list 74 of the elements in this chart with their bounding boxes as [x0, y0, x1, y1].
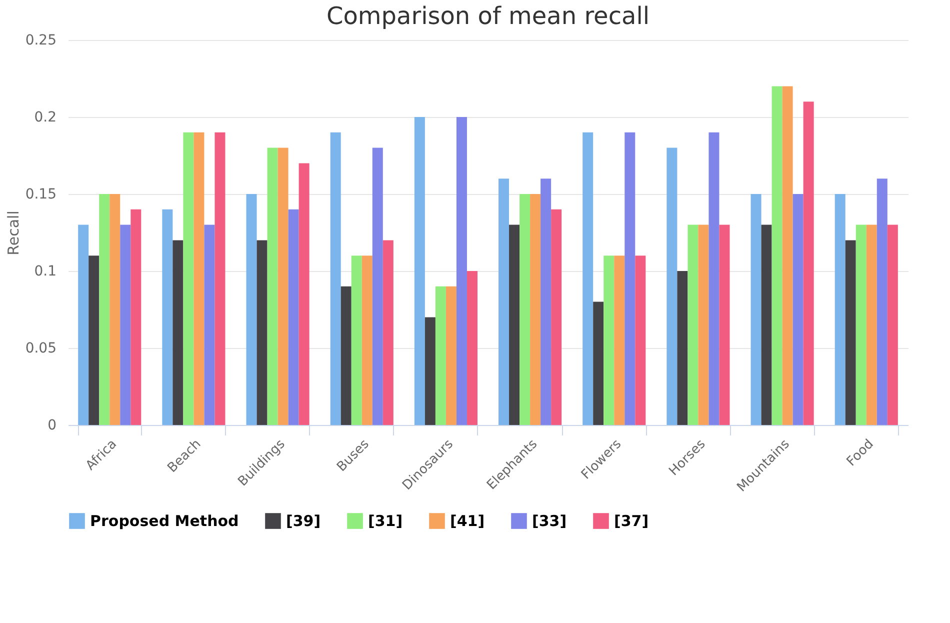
- bar: [582, 132, 594, 425]
- y-tick-label: 0: [48, 418, 56, 434]
- bar: [498, 178, 510, 425]
- bar: [624, 132, 636, 425]
- bar: [803, 102, 814, 425]
- bar: [372, 148, 383, 425]
- bar: [750, 194, 762, 425]
- bar: [446, 286, 456, 425]
- bar: [677, 271, 688, 425]
- bar: [246, 194, 257, 425]
- bar: [183, 132, 194, 425]
- bar: [99, 194, 110, 425]
- legend-label: [41]: [450, 512, 485, 530]
- bar: [761, 224, 772, 425]
- bar: [330, 132, 341, 425]
- bar: [845, 240, 856, 425]
- bar: [666, 148, 678, 425]
- bar: [834, 194, 846, 425]
- bar: [698, 224, 709, 425]
- bar: [278, 148, 288, 425]
- bar: [551, 209, 562, 425]
- bar: [614, 256, 625, 425]
- bar: [520, 194, 530, 425]
- bar: [593, 302, 604, 425]
- bar: [782, 86, 793, 425]
- bar: [298, 163, 310, 425]
- bar: [172, 240, 184, 425]
- bar: [162, 209, 173, 425]
- bar: [719, 224, 730, 425]
- y-tick-label: 0.1: [34, 264, 56, 280]
- legend-label: Proposed Method: [90, 512, 239, 530]
- bar: [887, 224, 898, 425]
- bar: [214, 132, 226, 425]
- bar: [204, 224, 215, 425]
- legend-label: [37]: [614, 512, 649, 530]
- bar: [604, 256, 614, 425]
- bar: [792, 194, 804, 425]
- y-tick-label: 0.05: [25, 340, 56, 356]
- legend-label: [31]: [368, 512, 403, 530]
- bar: [351, 256, 362, 425]
- bar: [288, 209, 299, 425]
- bar: [424, 317, 436, 425]
- bar: [78, 224, 89, 425]
- bar: [866, 224, 877, 425]
- y-tick-label: 0.25: [25, 32, 56, 48]
- bar: [340, 286, 352, 425]
- bar: [466, 271, 478, 425]
- bar: [540, 178, 552, 425]
- bar: [382, 240, 394, 425]
- bar: [856, 224, 866, 425]
- bar: [688, 224, 698, 425]
- bar: [256, 240, 268, 425]
- bar: [120, 224, 131, 425]
- bar: [708, 132, 720, 425]
- bar: [772, 86, 782, 425]
- bar: [530, 194, 541, 425]
- y-tick-label: 0.2: [34, 110, 56, 126]
- y-axis-title: Recall: [4, 210, 22, 256]
- bar: [435, 286, 446, 425]
- bar: [110, 194, 120, 425]
- bar: [635, 256, 646, 425]
- legend-label: [33]: [532, 512, 567, 530]
- bar: [130, 209, 142, 425]
- legend-label: [39]: [286, 512, 321, 530]
- bar: [362, 256, 372, 425]
- y-tick-label: 0.15: [25, 186, 56, 202]
- bar: [876, 178, 888, 425]
- bar: [509, 224, 520, 425]
- bar: [194, 132, 204, 425]
- chart-title: Comparison of mean recall: [326, 2, 650, 30]
- bar: [456, 117, 467, 425]
- bar: [414, 117, 425, 425]
- bar: [267, 148, 278, 425]
- bar: [88, 256, 100, 425]
